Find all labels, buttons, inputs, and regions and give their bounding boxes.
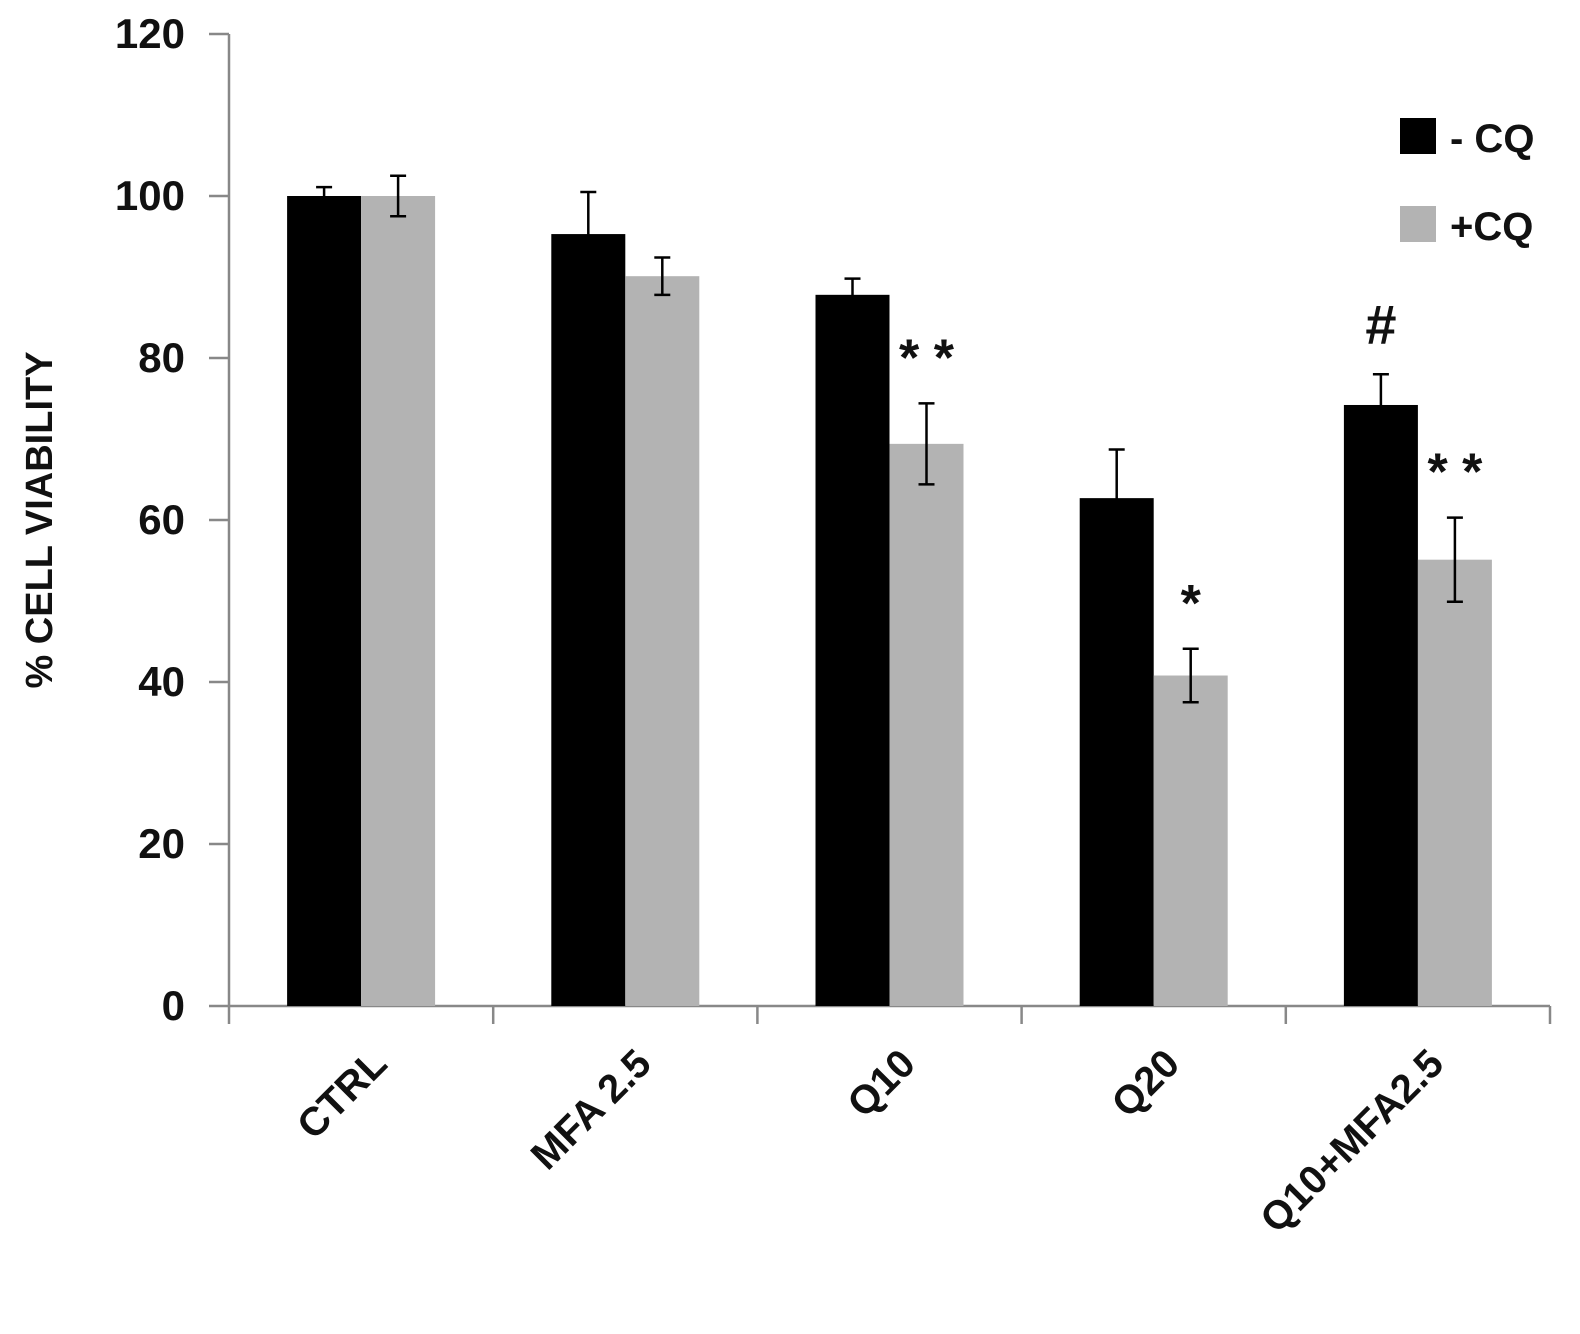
bar — [361, 196, 436, 1006]
y-tick-label: 0 — [162, 982, 185, 1029]
legend-label: +CQ — [1450, 205, 1533, 249]
x-category-label: CTRL — [289, 1041, 396, 1148]
significance-marker: # — [1365, 293, 1396, 356]
bars — [287, 196, 1492, 1007]
bar — [1343, 404, 1418, 1007]
legend: - CQ +CQ — [1400, 117, 1534, 249]
bar — [551, 234, 626, 1006]
x-category-label: Q10 — [839, 1041, 924, 1126]
bar — [815, 294, 890, 1006]
bar — [1153, 675, 1228, 1006]
significance-annotations: * * * # * * — [899, 293, 1483, 633]
x-category-label: Q10+MFA2.5 — [1252, 1041, 1452, 1241]
bar — [625, 276, 700, 1006]
bar — [1417, 559, 1492, 1006]
y-tick-label: 60 — [138, 496, 185, 543]
y-tick-label: 120 — [115, 10, 185, 57]
significance-marker: * — [1181, 575, 1202, 633]
y-tick-label: 100 — [115, 172, 185, 219]
legend-swatch — [1400, 206, 1436, 242]
significance-marker: * * — [1427, 444, 1483, 502]
x-category-label: MFA 2.5 — [523, 1041, 660, 1178]
bar — [889, 443, 964, 1006]
bar — [1079, 498, 1154, 1006]
legend-swatch — [1400, 118, 1436, 154]
error-bars — [316, 174, 1463, 704]
bar — [287, 196, 362, 1006]
significance-marker: * * — [899, 329, 955, 387]
y-tick-label: 80 — [138, 334, 185, 381]
y-axis-title: % CELL VIABILITY — [19, 351, 61, 688]
y-tick-label: 20 — [138, 820, 185, 867]
x-category-label: Q20 — [1103, 1041, 1188, 1126]
legend-label: - CQ — [1450, 117, 1534, 161]
y-tick-label: 40 — [138, 658, 185, 705]
